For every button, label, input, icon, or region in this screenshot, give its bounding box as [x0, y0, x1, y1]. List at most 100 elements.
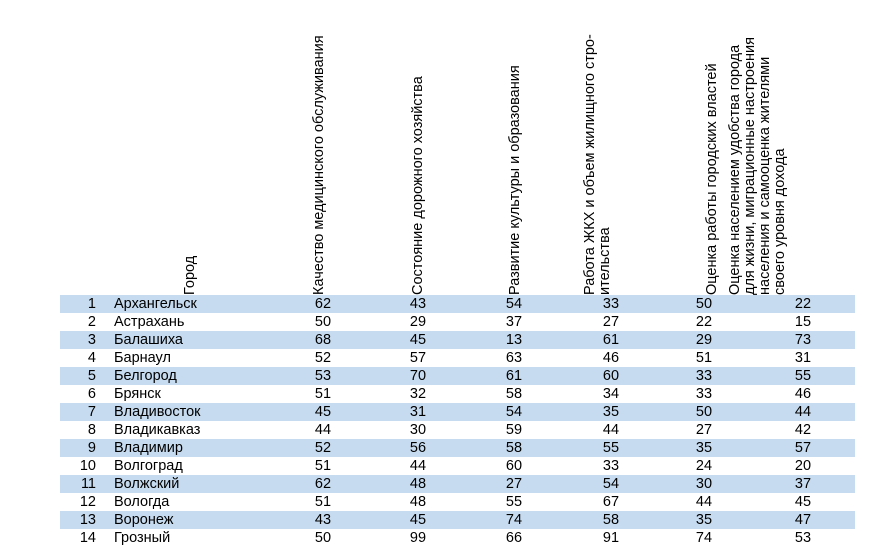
- table-row: 12 Вологда 51 48 55 67 44 45: [60, 493, 855, 511]
- authorities-value: 29: [695, 332, 713, 348]
- header-authorities: Оценка работы городских властей: [704, 63, 720, 295]
- authorities-value: 44: [695, 494, 713, 510]
- authorities-value: 33: [695, 386, 713, 402]
- medical-value: 53: [314, 368, 332, 384]
- table-row: 6 Брянск 51 32 58 34 33 46: [60, 385, 855, 403]
- table-row: 2 Астрахань 50 29 37 27 22 15: [60, 313, 855, 331]
- culture-value: 13: [505, 332, 523, 348]
- city-name: Волжский: [114, 476, 180, 492]
- housing-value: 35: [602, 404, 620, 420]
- roads-value: 43: [409, 296, 427, 312]
- culture-value: 59: [505, 422, 523, 438]
- medical-value: 68: [314, 332, 332, 348]
- table-row: 11 Волжский 62 48 27 54 30 37: [60, 475, 855, 493]
- roads-value: 32: [409, 386, 427, 402]
- city-name: Волгоград: [114, 458, 183, 474]
- convenience-value: 53: [794, 530, 812, 546]
- roads-value: 99: [409, 530, 427, 546]
- convenience-value: 15: [794, 314, 812, 330]
- header-culture: Развитие культуры и образования: [507, 65, 523, 295]
- convenience-value: 47: [794, 512, 812, 528]
- convenience-value: 22: [794, 296, 812, 312]
- roads-value: 45: [409, 512, 427, 528]
- housing-value: 55: [602, 440, 620, 456]
- housing-value: 34: [602, 386, 620, 402]
- table-row: 1 Архангельск 62 43 54 33 50 22: [60, 295, 855, 313]
- authorities-value: 27: [695, 422, 713, 438]
- housing-value: 44: [602, 422, 620, 438]
- convenience-value: 20: [794, 458, 812, 474]
- medical-value: 50: [314, 530, 332, 546]
- culture-value: 61: [505, 368, 523, 384]
- row-number: 1: [87, 296, 96, 312]
- row-number: 8: [87, 422, 96, 438]
- table-row: 7 Владивосток 45 31 54 35 50 44: [60, 403, 855, 421]
- authorities-value: 51: [695, 350, 713, 366]
- roads-value: 48: [409, 494, 427, 510]
- table-row: 14 Грозный 50 99 66 91 74 53: [60, 529, 855, 547]
- convenience-value: 46: [794, 386, 812, 402]
- authorities-value: 50: [695, 296, 713, 312]
- city-name: Владивосток: [114, 404, 201, 420]
- culture-value: 55: [505, 494, 523, 510]
- row-number: 9: [87, 440, 96, 456]
- city-name: Архангельск: [114, 296, 197, 312]
- culture-value: 58: [505, 440, 523, 456]
- row-number: 7: [87, 404, 96, 420]
- city-name: Астрахань: [114, 314, 185, 330]
- roads-value: 48: [409, 476, 427, 492]
- header-roads: Состояние дорожного хозяйства: [410, 76, 426, 295]
- housing-value: 61: [602, 332, 620, 348]
- table-row: 5 Белгород 53 70 61 60 33 55: [60, 367, 855, 385]
- medical-value: 62: [314, 296, 332, 312]
- authorities-value: 30: [695, 476, 713, 492]
- authorities-value: 33: [695, 368, 713, 384]
- row-number: 2: [87, 314, 96, 330]
- roads-value: 44: [409, 458, 427, 474]
- row-number: 14: [79, 530, 96, 546]
- medical-value: 51: [314, 386, 332, 402]
- row-number: 12: [79, 494, 96, 510]
- culture-value: 27: [505, 476, 523, 492]
- table-row: 13 Воронеж 43 45 74 58 35 47: [60, 511, 855, 529]
- city-name: Вологда: [114, 494, 170, 510]
- convenience-value: 45: [794, 494, 812, 510]
- housing-value: 46: [602, 350, 620, 366]
- row-number: 5: [87, 368, 96, 384]
- roads-value: 70: [409, 368, 427, 384]
- city-name: Балашиха: [114, 332, 183, 348]
- city-name: Барнаул: [114, 350, 171, 366]
- convenience-value: 73: [794, 332, 812, 348]
- convenience-value: 57: [794, 440, 812, 456]
- culture-value: 37: [505, 314, 523, 330]
- authorities-value: 74: [695, 530, 713, 546]
- row-number: 10: [79, 458, 96, 474]
- roads-value: 31: [409, 404, 427, 420]
- row-number: 3: [87, 332, 96, 348]
- housing-value: 33: [602, 296, 620, 312]
- culture-value: 63: [505, 350, 523, 366]
- table-row: 4 Барнаул 52 57 63 46 51 31: [60, 349, 855, 367]
- table-body: 1 Архангельск 62 43 54 33 50 22 2 Астрахань 50 29 37…: [60, 295, 855, 547]
- convenience-value: 31: [794, 350, 812, 366]
- medical-value: 51: [314, 494, 332, 510]
- header-convenience: Оценка населением удобства города для жи…: [727, 36, 788, 295]
- medical-value: 45: [314, 404, 332, 420]
- medical-value: 62: [314, 476, 332, 492]
- roads-value: 29: [409, 314, 427, 330]
- row-number: 13: [79, 512, 96, 528]
- culture-value: 60: [505, 458, 523, 474]
- table-row: 10 Волгоград 51 44 60 33 24 20: [60, 457, 855, 475]
- roads-value: 57: [409, 350, 427, 366]
- culture-value: 74: [505, 512, 523, 528]
- medical-value: 51: [314, 458, 332, 474]
- row-number: 4: [87, 350, 96, 366]
- header-medical: Качество медицинского обслуживания: [311, 35, 327, 295]
- table-row: 9 Владимир 52 56 58 55 35 57: [60, 439, 855, 457]
- housing-value: 54: [602, 476, 620, 492]
- city-name: Грозный: [114, 530, 171, 546]
- medical-value: 52: [314, 350, 332, 366]
- row-number: 11: [80, 476, 96, 492]
- city-name: Воронеж: [114, 512, 174, 528]
- city-name: Владимир: [114, 440, 183, 456]
